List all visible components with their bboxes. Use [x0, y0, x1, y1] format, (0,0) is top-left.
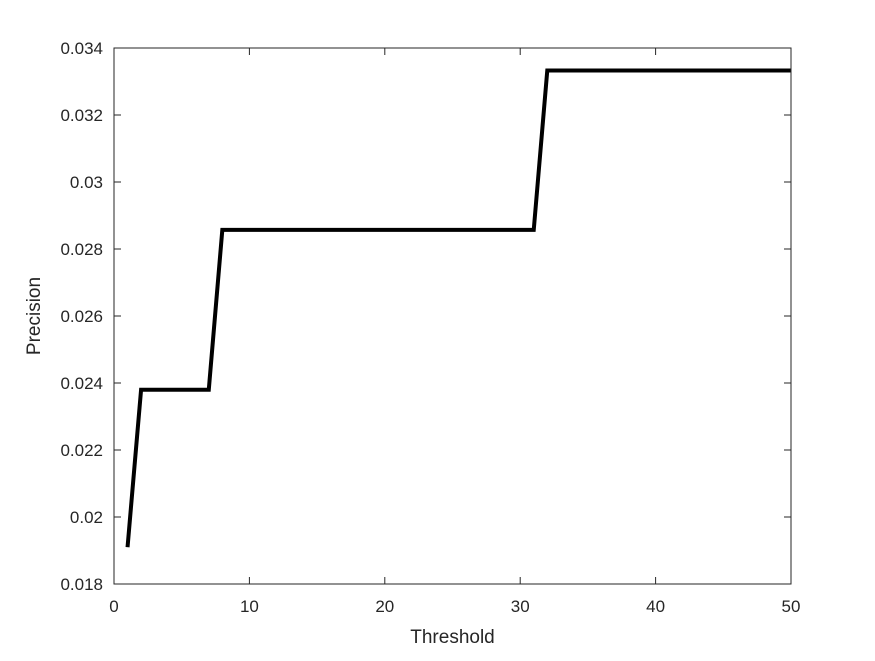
y-tick-label: 0.034 — [60, 39, 103, 58]
y-axis-title: Precision — [24, 277, 45, 355]
y-tick-label: 0.026 — [60, 307, 103, 326]
x-tick-label: 20 — [375, 597, 394, 616]
y-tick-label: 0.02 — [70, 508, 103, 527]
y-tick-label: 0.032 — [60, 106, 103, 125]
y-tick-label: 0.028 — [60, 240, 103, 259]
x-tick-label: 0 — [109, 597, 118, 616]
x-tick-label: 40 — [646, 597, 665, 616]
y-tick-label: 0.03 — [70, 173, 103, 192]
x-tick-label: 50 — [782, 597, 801, 616]
precision-line — [125, 68, 791, 548]
y-tick-label: 0.018 — [60, 575, 103, 594]
x-axis-title: Threshold — [410, 627, 495, 648]
plot-frame — [113, 47, 792, 585]
y-tick-label: 0.024 — [60, 374, 103, 393]
x-tick-label: 30 — [511, 597, 530, 616]
y-tick-label: 0.022 — [60, 441, 103, 460]
x-tick-label: 10 — [240, 597, 259, 616]
plot-background — [114, 48, 791, 584]
series-layer — [125, 68, 791, 548]
